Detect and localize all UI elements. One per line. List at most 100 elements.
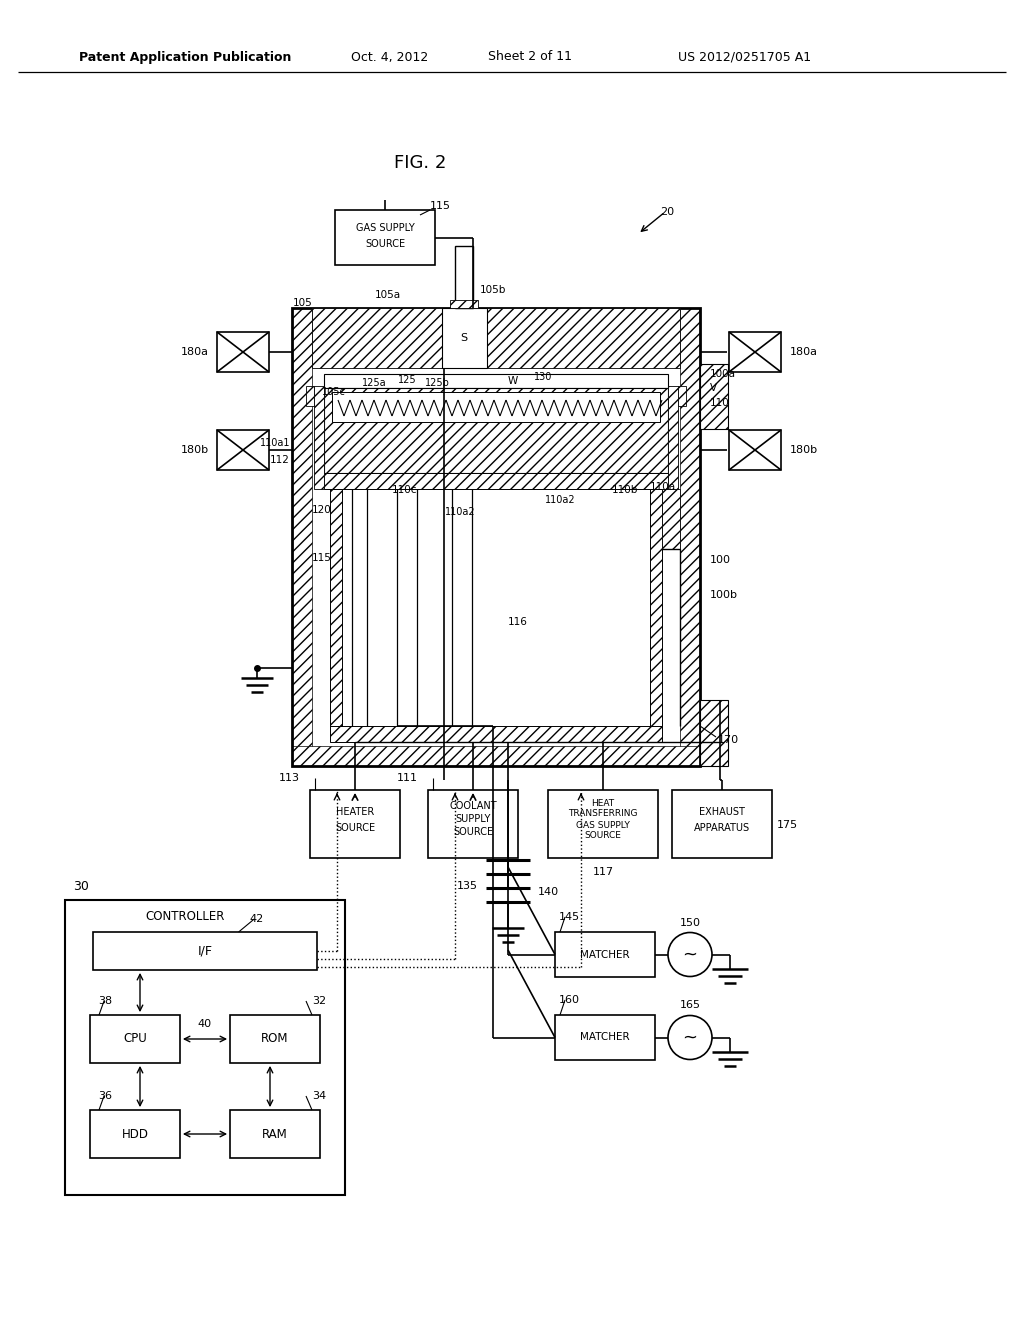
Text: SOURCE: SOURCE <box>365 239 406 249</box>
Bar <box>729 430 781 470</box>
Text: 180a: 180a <box>790 347 818 356</box>
Text: 180a: 180a <box>181 347 209 356</box>
Text: 105a: 105a <box>375 290 401 300</box>
Text: TRANSFERRING: TRANSFERRING <box>568 809 638 818</box>
Text: SUPPLY: SUPPLY <box>456 814 490 824</box>
Text: GAS SUPPLY: GAS SUPPLY <box>355 223 415 234</box>
Text: RAM: RAM <box>262 1127 288 1140</box>
Text: S: S <box>461 333 468 343</box>
Bar <box>65 900 345 1195</box>
Text: 42: 42 <box>250 913 264 924</box>
Text: 113: 113 <box>279 774 300 783</box>
Text: 112: 112 <box>270 455 290 465</box>
Text: 145: 145 <box>559 912 581 921</box>
Bar <box>455 246 473 308</box>
Bar <box>729 333 781 372</box>
Bar <box>650 488 662 726</box>
Text: EXHAUST: EXHAUST <box>699 807 744 817</box>
Text: 38: 38 <box>98 997 112 1006</box>
Text: 105: 105 <box>293 298 312 308</box>
Text: SOURCE: SOURCE <box>585 832 622 841</box>
Bar <box>678 385 686 407</box>
Text: 100b: 100b <box>710 590 738 601</box>
Text: APPARATUS: APPARATUS <box>694 822 750 833</box>
Bar <box>292 746 700 766</box>
Bar <box>555 932 655 977</box>
Bar <box>217 430 269 470</box>
Text: ~: ~ <box>683 945 697 964</box>
Text: HEATER: HEATER <box>336 807 374 817</box>
Bar <box>324 473 668 488</box>
Text: 125: 125 <box>398 375 417 385</box>
Text: 100: 100 <box>710 554 731 565</box>
Text: 110a2: 110a2 <box>545 495 575 506</box>
Text: 40: 40 <box>198 1019 212 1030</box>
Bar <box>700 364 728 429</box>
Text: US 2012/0251705 A1: US 2012/0251705 A1 <box>679 50 812 63</box>
Text: I/F: I/F <box>198 945 213 957</box>
Text: ~: ~ <box>683 1028 697 1047</box>
Text: 110a: 110a <box>650 482 676 492</box>
Text: 120: 120 <box>312 506 332 515</box>
Text: MATCHER: MATCHER <box>581 1032 630 1043</box>
Bar <box>442 308 487 368</box>
Text: Sheet 2 of 11: Sheet 2 of 11 <box>488 50 572 63</box>
Text: 110a2: 110a2 <box>445 507 475 517</box>
Text: 130: 130 <box>534 372 552 381</box>
Text: 110b: 110b <box>612 484 638 495</box>
Bar <box>90 1110 180 1158</box>
Text: 175: 175 <box>777 820 798 830</box>
Text: 115: 115 <box>312 553 332 564</box>
Text: Patent Application Publication: Patent Application Publication <box>79 50 291 63</box>
Bar <box>548 789 658 858</box>
Text: 105b: 105b <box>480 285 507 294</box>
Text: W: W <box>508 376 518 385</box>
Text: 115: 115 <box>430 201 451 211</box>
Text: 110a1: 110a1 <box>259 438 290 447</box>
Text: 105c: 105c <box>322 387 346 397</box>
Bar <box>324 388 668 473</box>
Bar <box>230 1015 319 1063</box>
Bar <box>312 308 442 368</box>
Bar <box>310 789 400 858</box>
Circle shape <box>668 932 712 977</box>
Text: 125b: 125b <box>425 378 450 388</box>
Text: 180b: 180b <box>790 445 818 455</box>
Bar <box>230 1110 319 1158</box>
Bar <box>306 385 314 407</box>
Bar <box>90 1015 180 1063</box>
Text: SOURCE: SOURCE <box>335 822 375 833</box>
Text: HEAT: HEAT <box>592 799 614 808</box>
Text: COOLANT: COOLANT <box>450 801 497 810</box>
Bar <box>324 374 668 388</box>
Bar <box>292 308 700 766</box>
Bar <box>428 789 518 858</box>
Text: 100a: 100a <box>710 370 736 379</box>
Circle shape <box>668 1015 712 1060</box>
Bar <box>330 488 342 726</box>
Text: 30: 30 <box>73 879 89 892</box>
Text: 20: 20 <box>660 207 674 216</box>
Text: 125a: 125a <box>362 378 387 388</box>
Text: CONTROLLER: CONTROLLER <box>145 911 224 924</box>
Text: Oct. 4, 2012: Oct. 4, 2012 <box>351 50 429 63</box>
Text: MATCHER: MATCHER <box>581 949 630 960</box>
Text: 111: 111 <box>397 774 418 783</box>
Text: 140: 140 <box>538 887 559 898</box>
Text: GAS SUPPLY: GAS SUPPLY <box>577 821 630 829</box>
Text: V: V <box>710 383 717 393</box>
Text: 150: 150 <box>680 917 700 928</box>
Bar <box>662 488 680 549</box>
Bar <box>700 700 728 766</box>
Bar <box>330 726 662 742</box>
Bar <box>555 1015 655 1060</box>
Text: 116: 116 <box>508 616 528 627</box>
Bar <box>335 210 435 265</box>
Bar <box>680 308 700 766</box>
Bar <box>217 333 269 372</box>
Text: 110: 110 <box>710 399 730 408</box>
Text: 170: 170 <box>718 735 739 744</box>
Bar <box>668 385 678 488</box>
Text: FIG. 2: FIG. 2 <box>394 154 446 172</box>
Text: 117: 117 <box>593 867 613 876</box>
